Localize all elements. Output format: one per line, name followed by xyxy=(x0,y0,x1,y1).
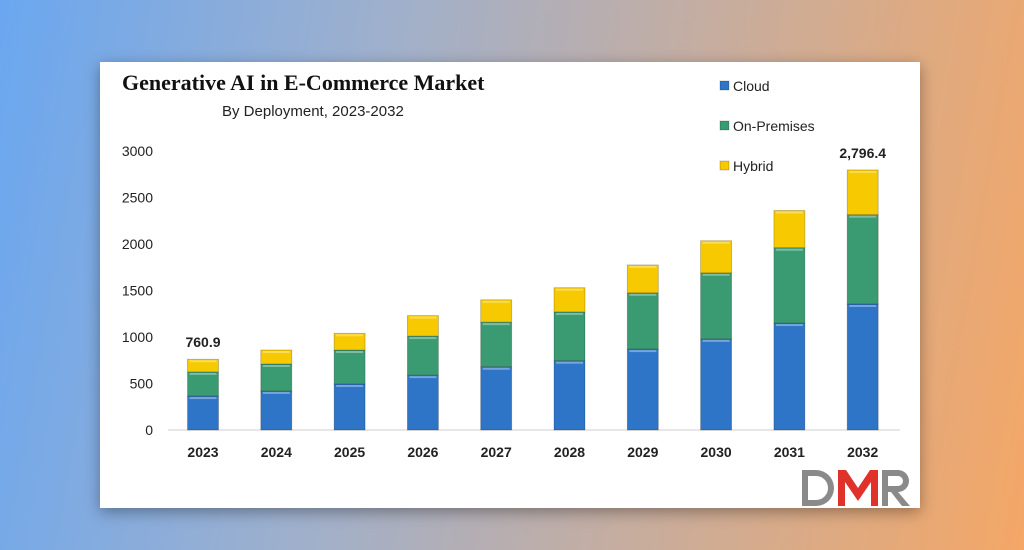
legend-label: Hybrid xyxy=(733,158,773,174)
x-tick-label: 2027 xyxy=(481,444,512,460)
bar-highlight xyxy=(482,300,510,303)
bar-highlight xyxy=(189,372,217,375)
bar-highlight xyxy=(556,312,583,315)
chart-subtitle: By Deployment, 2023-2032 xyxy=(222,103,404,120)
x-tick-label: 2023 xyxy=(187,444,218,460)
x-tick-label: 2026 xyxy=(407,444,438,460)
x-tick-label: 2032 xyxy=(847,444,878,460)
x-tick-label: 2029 xyxy=(627,444,658,460)
bar-highlight xyxy=(482,323,510,326)
bar-highlight xyxy=(556,361,583,364)
bar-highlight xyxy=(409,316,437,319)
y-tick-label: 1500 xyxy=(122,283,153,299)
bar-segment-cloud xyxy=(260,390,293,431)
bar-segment-on-premises xyxy=(553,311,586,362)
bar-segment-cloud xyxy=(480,366,513,431)
bar-highlight xyxy=(262,391,290,394)
y-tick-label: 1000 xyxy=(122,329,153,345)
bar-segment-on-premises xyxy=(260,363,293,392)
bar-segment-hybrid xyxy=(626,264,659,294)
bar-highlight xyxy=(556,288,583,291)
bar-segment-cloud xyxy=(553,360,586,431)
y-tick-label: 3000 xyxy=(122,143,153,159)
x-tick-label: 2024 xyxy=(261,444,292,460)
bar-highlight xyxy=(409,376,437,379)
bar-highlight xyxy=(262,364,290,367)
legend-swatch xyxy=(719,120,730,131)
bar-segment-on-premises xyxy=(846,214,879,305)
x-tick-label: 2031 xyxy=(774,444,805,460)
legend-swatch xyxy=(719,160,730,171)
legend-label: On-Premises xyxy=(733,118,815,134)
data-label: 2,796.4 xyxy=(839,145,886,161)
bar-highlight xyxy=(409,337,437,340)
bar-segment-hybrid xyxy=(553,287,586,313)
bar-highlight xyxy=(262,351,290,354)
legend-label: Cloud xyxy=(733,78,770,94)
bar-highlight xyxy=(336,351,364,354)
bar-segment-cloud xyxy=(846,303,879,431)
bar-highlight xyxy=(629,265,657,268)
bar-highlight xyxy=(189,360,217,363)
bar-segment-on-premises xyxy=(406,335,439,376)
x-tick-label: 2025 xyxy=(334,444,365,460)
y-tick-label: 0 xyxy=(145,422,153,438)
bar-segment-cloud xyxy=(333,383,366,431)
bar-highlight xyxy=(849,170,877,173)
y-tick-label: 2500 xyxy=(122,190,153,206)
bar-segment-on-premises xyxy=(773,247,806,324)
x-tick-label: 2030 xyxy=(701,444,732,460)
bar-segment-hybrid xyxy=(773,210,806,249)
bar-highlight xyxy=(849,215,877,218)
dmr-logo xyxy=(802,470,910,506)
bar-segment-cloud xyxy=(406,374,439,431)
bar-segment-on-premises xyxy=(480,321,513,368)
bar-highlight xyxy=(189,397,217,400)
bar-highlight xyxy=(702,241,730,244)
bar-highlight xyxy=(849,304,877,307)
data-label: 760.9 xyxy=(185,334,220,350)
bar-segment-cloud xyxy=(626,348,659,431)
bar-highlight xyxy=(629,293,657,296)
bar-segment-hybrid xyxy=(406,315,439,337)
bar-highlight xyxy=(775,324,803,327)
bar-segment-hybrid xyxy=(187,358,219,373)
bar-segment-hybrid xyxy=(260,349,293,365)
bar-segment-hybrid xyxy=(333,332,366,351)
bar-segment-cloud xyxy=(187,395,219,431)
bar-segment-hybrid xyxy=(846,169,879,216)
bar-highlight xyxy=(775,248,803,251)
y-tick-label: 2000 xyxy=(122,236,153,252)
bar-segment-cloud xyxy=(700,338,732,431)
bar-segment-hybrid xyxy=(480,299,513,323)
legend-swatch xyxy=(719,80,730,91)
bar-highlight xyxy=(336,384,364,387)
bar-highlight xyxy=(336,334,364,337)
bar-highlight xyxy=(702,339,730,342)
bar-highlight xyxy=(775,211,803,214)
x-tick-label: 2028 xyxy=(554,444,585,460)
bar-highlight xyxy=(702,273,730,276)
bar-segment-cloud xyxy=(773,322,806,431)
y-tick-label: 500 xyxy=(130,376,154,392)
bar-highlight xyxy=(482,367,510,370)
bar-segment-hybrid xyxy=(700,240,732,274)
bar-segment-on-premises xyxy=(626,292,659,350)
bar-segment-on-premises xyxy=(700,272,732,340)
chart-title: Generative AI in E-Commerce Market xyxy=(122,70,485,95)
bar-segment-on-premises xyxy=(333,349,366,385)
bar-highlight xyxy=(629,350,657,353)
bar-segment-on-premises xyxy=(187,371,219,397)
